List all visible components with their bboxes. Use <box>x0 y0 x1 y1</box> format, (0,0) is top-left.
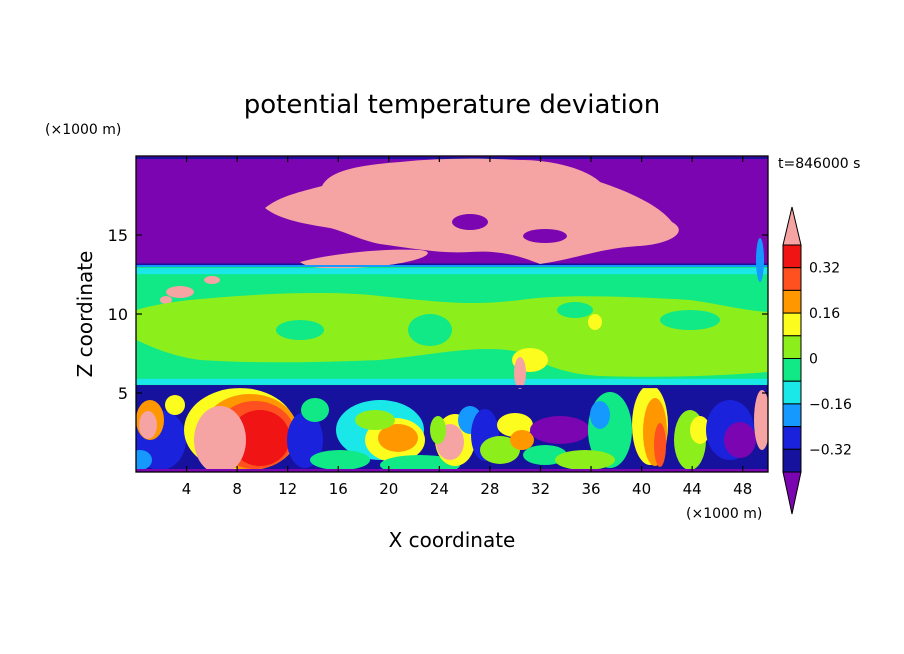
boundary-cell <box>754 390 768 450</box>
cloud-upper <box>265 158 679 264</box>
x-tick-label: 12 <box>278 480 297 498</box>
colorbar-tick-label: 0.32 <box>809 261 840 277</box>
cloud-gap <box>452 214 488 230</box>
y-tick-label: 15 <box>108 226 128 245</box>
boundary-top-line <box>136 385 768 389</box>
y-tick-label: 5 <box>118 384 128 403</box>
colorbar-box <box>782 403 802 428</box>
x-tick-label: 36 <box>581 480 600 498</box>
tropopause-line <box>136 263 768 267</box>
warm-spot <box>588 314 602 330</box>
colorbar-box <box>782 358 802 382</box>
y-tick-label: 10 <box>108 305 128 324</box>
upper-cyan-band <box>136 268 768 275</box>
colorbar-max-arrow <box>782 206 802 246</box>
colorbar: 0.32 0.16 0 −0.16 −0.32 <box>782 206 852 515</box>
cloud-gap <box>523 229 567 243</box>
contour-field <box>136 156 768 472</box>
x-tick-label: 16 <box>329 480 348 498</box>
colorbar-tick-label: −0.32 <box>809 442 852 458</box>
colorbar-box <box>782 289 802 314</box>
boundary-cell <box>430 416 446 444</box>
colorbar-box <box>782 267 802 291</box>
colorbar-box <box>782 380 802 405</box>
x-axis-label: X coordinate <box>389 528 516 552</box>
colorbar-box <box>782 312 802 337</box>
colorbar-tick-label: 0 <box>809 352 818 368</box>
colorbar-box <box>782 335 802 359</box>
x-unit-label: (×1000 m) <box>686 506 762 522</box>
boundary-cell <box>136 450 152 470</box>
boundary-cell <box>301 398 329 422</box>
colorbar-tick-label: −0.16 <box>809 397 852 413</box>
boundary-cell <box>654 423 666 467</box>
tropopause-sky-line <box>136 265 768 268</box>
colorbar-box <box>782 244 802 269</box>
teal-patch <box>557 302 593 318</box>
boundary-cell <box>355 410 395 430</box>
x-ticks: 4 8 12 16 20 24 28 32 36 40 44 48 <box>182 156 752 498</box>
boundary-cell <box>199 409 231 441</box>
teal-patch <box>276 320 324 340</box>
cloud-lower <box>300 249 428 269</box>
x-tick-label: 24 <box>430 480 449 498</box>
boundary-cell <box>530 416 590 444</box>
chart-title: potential temperature deviation <box>244 90 660 120</box>
boundary-cell <box>378 424 418 452</box>
boundary-cell <box>690 416 710 444</box>
boundary-cell <box>510 430 534 450</box>
y-axis-label: Z coordinate <box>73 251 97 378</box>
colorbar-tick-label: 0.16 <box>809 306 840 322</box>
lower-cyan-band <box>136 378 768 385</box>
cloud-fragment <box>160 296 172 304</box>
cloud-fragment <box>204 276 220 284</box>
x-tick-label: 32 <box>531 480 550 498</box>
x-tick-label: 44 <box>683 480 702 498</box>
boundary-cell <box>310 450 370 470</box>
boundary-cell <box>590 401 610 429</box>
boundary-cell <box>165 395 185 415</box>
boundary-cell <box>724 422 756 458</box>
tropopause-edge <box>136 157 768 159</box>
boundary-cell <box>139 411 157 439</box>
cloud-fragment <box>166 286 194 298</box>
boundary-cell <box>287 412 323 468</box>
teal-patch <box>408 314 452 346</box>
x-tick-label: 28 <box>480 480 499 498</box>
boundary-cell <box>230 410 290 466</box>
edge-streak <box>756 238 764 282</box>
teal-patch <box>660 310 720 330</box>
teal-patch <box>290 366 410 378</box>
colorbar-box <box>782 448 802 473</box>
x-tick-label: 20 <box>379 480 398 498</box>
y-unit-label: (×1000 m) <box>45 122 121 138</box>
surface-line <box>136 469 768 472</box>
boundary-cell <box>480 436 520 464</box>
x-tick-label: 8 <box>232 480 242 498</box>
lime-core <box>136 293 768 377</box>
boundary-cell <box>380 455 460 472</box>
warm-plume <box>514 357 526 389</box>
x-tick-label: 40 <box>632 480 651 498</box>
colorbar-box <box>782 426 802 450</box>
x-tick-label: 48 <box>733 480 752 498</box>
y-ticks: 5 10 15 <box>108 226 768 403</box>
colorbar-min-arrow <box>782 471 802 515</box>
time-label: t=846000 s <box>778 156 860 172</box>
x-tick-label: 4 <box>182 480 192 498</box>
boundary-cell <box>555 450 615 470</box>
